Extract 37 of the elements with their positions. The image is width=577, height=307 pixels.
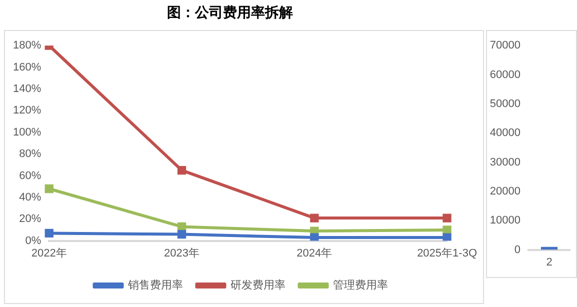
- point: [44, 184, 54, 194]
- y-tick-label: 20%: [19, 213, 42, 226]
- point: [310, 214, 319, 222]
- y-tick-label: 10000: [490, 214, 520, 227]
- point: [177, 230, 186, 239]
- y-tick-label: 140%: [12, 83, 42, 96]
- y-tick-label: 160%: [12, 61, 42, 74]
- point: [442, 214, 452, 222]
- x-tick-label: 2025年1-3Q: [417, 247, 478, 260]
- y-tick-label: 0%: [25, 234, 42, 247]
- y-tick-label: 50000: [490, 98, 520, 110]
- y-tick-label: 0: [514, 244, 520, 256]
- point: [442, 233, 452, 241]
- y-tick-label: 30000: [490, 156, 520, 168]
- point: [177, 166, 186, 175]
- point: [310, 233, 319, 241]
- y-tick-label: 60000: [490, 68, 520, 81]
- point: [44, 228, 54, 238]
- y-tick-label: 60%: [19, 170, 42, 182]
- y-tick-label: 120%: [12, 104, 42, 117]
- y-tick-label: 70000: [490, 40, 520, 52]
- x-tick-label: 2022年: [31, 247, 67, 260]
- legend-label: 管理费用率: [332, 278, 388, 292]
- x-tick-label: 2023年: [164, 247, 200, 260]
- y-tick-label: 20000: [490, 185, 520, 198]
- point: [177, 222, 186, 232]
- x-tick-label: 2024年: [296, 247, 332, 260]
- y-tick-label: 100%: [12, 126, 42, 138]
- y-tick-label: 40000: [490, 127, 520, 140]
- point: [442, 226, 452, 234]
- legend-label: 销售费用率: [126, 278, 183, 292]
- y-tick-label: 180%: [12, 40, 42, 52]
- y-tick-label: 40%: [19, 191, 42, 204]
- y-tick-label: 80%: [19, 148, 42, 160]
- legend-label: 研发费用率: [230, 278, 286, 292]
- chart-title: 图：公司费用率拆解: [166, 4, 294, 22]
- x-tick-label: 2: [546, 256, 552, 268]
